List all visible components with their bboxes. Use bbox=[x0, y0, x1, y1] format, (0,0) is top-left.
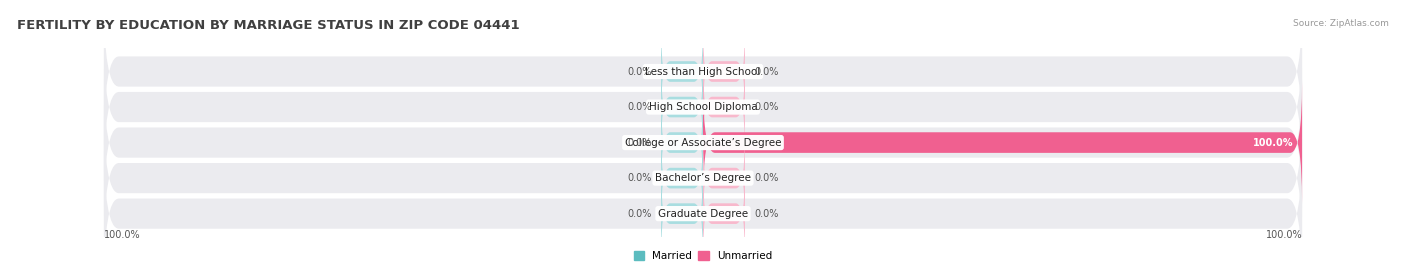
Text: 100.0%: 100.0% bbox=[1253, 137, 1294, 148]
Text: Source: ZipAtlas.com: Source: ZipAtlas.com bbox=[1294, 19, 1389, 28]
Text: 100.0%: 100.0% bbox=[104, 230, 141, 240]
FancyBboxPatch shape bbox=[661, 135, 703, 221]
FancyBboxPatch shape bbox=[703, 82, 1302, 203]
FancyBboxPatch shape bbox=[703, 135, 745, 221]
Text: 100.0%: 100.0% bbox=[1265, 230, 1302, 240]
Text: 0.0%: 0.0% bbox=[754, 173, 779, 183]
Legend: Married, Unmarried: Married, Unmarried bbox=[630, 247, 776, 266]
Text: Less than High School: Less than High School bbox=[645, 66, 761, 76]
FancyBboxPatch shape bbox=[661, 64, 703, 150]
FancyBboxPatch shape bbox=[703, 64, 745, 150]
Text: Graduate Degree: Graduate Degree bbox=[658, 209, 748, 219]
FancyBboxPatch shape bbox=[703, 171, 745, 257]
Text: Bachelor’s Degree: Bachelor’s Degree bbox=[655, 173, 751, 183]
Text: 0.0%: 0.0% bbox=[754, 66, 779, 76]
FancyBboxPatch shape bbox=[661, 100, 703, 186]
Text: FERTILITY BY EDUCATION BY MARRIAGE STATUS IN ZIP CODE 04441: FERTILITY BY EDUCATION BY MARRIAGE STATU… bbox=[17, 19, 519, 32]
Text: 0.0%: 0.0% bbox=[627, 209, 652, 219]
Text: 0.0%: 0.0% bbox=[754, 102, 779, 112]
Text: 0.0%: 0.0% bbox=[627, 173, 652, 183]
Text: College or Associate’s Degree: College or Associate’s Degree bbox=[624, 137, 782, 148]
Text: 0.0%: 0.0% bbox=[627, 66, 652, 76]
Text: High School Diploma: High School Diploma bbox=[648, 102, 758, 112]
Text: 0.0%: 0.0% bbox=[627, 137, 652, 148]
FancyBboxPatch shape bbox=[703, 29, 745, 115]
FancyBboxPatch shape bbox=[104, 104, 1302, 252]
FancyBboxPatch shape bbox=[661, 171, 703, 257]
Text: 0.0%: 0.0% bbox=[754, 209, 779, 219]
FancyBboxPatch shape bbox=[104, 69, 1302, 216]
FancyBboxPatch shape bbox=[104, 33, 1302, 181]
Text: 0.0%: 0.0% bbox=[627, 102, 652, 112]
FancyBboxPatch shape bbox=[661, 29, 703, 115]
FancyBboxPatch shape bbox=[104, 140, 1302, 269]
FancyBboxPatch shape bbox=[104, 0, 1302, 145]
